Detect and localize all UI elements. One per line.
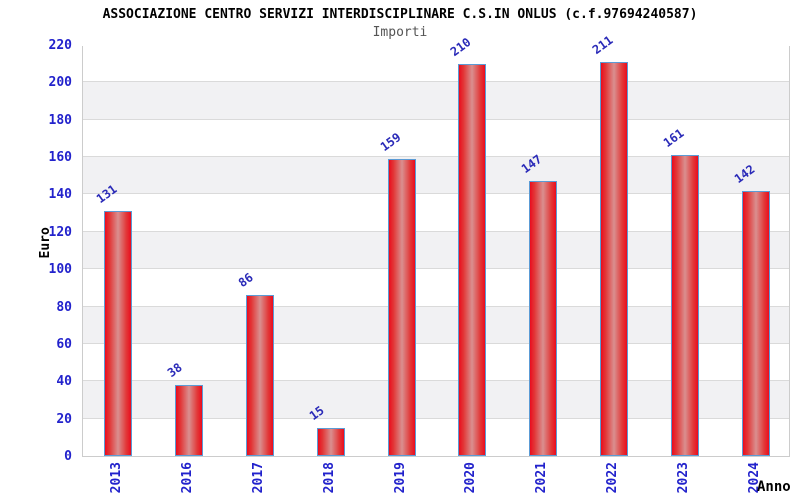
y-tick-label: 0 bbox=[64, 449, 72, 464]
chart-subtitle: Importi bbox=[372, 25, 428, 40]
gridline bbox=[83, 81, 789, 83]
bar-2017 bbox=[246, 295, 274, 456]
bar-2024 bbox=[741, 190, 770, 456]
gridline bbox=[83, 417, 789, 419]
y-tick-label: 100 bbox=[48, 262, 72, 278]
plot-area: 131 38 86 15 159 210 147 211 161 142 bbox=[82, 33, 790, 457]
y-tick-label: 200 bbox=[48, 75, 72, 91]
gridline bbox=[83, 230, 789, 232]
y-tick-label: 160 bbox=[48, 150, 72, 166]
plot-band bbox=[83, 82, 789, 120]
x-tick-label: 2023 bbox=[675, 462, 691, 494]
y-tick-label: 80 bbox=[56, 299, 72, 315]
gridline bbox=[83, 380, 789, 382]
gridline bbox=[83, 156, 789, 158]
x-tick-label: 2020 bbox=[463, 462, 479, 494]
bar-2016 bbox=[175, 385, 204, 456]
x-tick-label: 2016 bbox=[180, 462, 196, 494]
bar-2019 bbox=[387, 158, 416, 456]
y-tick-label: 40 bbox=[56, 374, 72, 390]
bar-2022 bbox=[600, 61, 628, 456]
plot-band bbox=[83, 45, 789, 83]
bar-2018 bbox=[316, 427, 345, 456]
x-tick-label: 2013 bbox=[109, 462, 125, 494]
y-axis-title: Euro bbox=[38, 227, 54, 259]
plot-band bbox=[83, 119, 789, 158]
bar-2013 bbox=[104, 211, 133, 456]
gridline bbox=[83, 268, 789, 270]
y-tick-label: 220 bbox=[48, 38, 72, 53]
y-tick-label: 180 bbox=[48, 112, 72, 128]
x-tick-label: 2017 bbox=[251, 462, 266, 494]
bar-2023 bbox=[670, 155, 699, 456]
y-tick-label: 140 bbox=[48, 187, 72, 203]
gridline bbox=[83, 305, 789, 307]
gridline bbox=[83, 118, 789, 120]
x-tick-label: 2019 bbox=[392, 462, 408, 494]
x-axis-title: Anno bbox=[757, 479, 791, 495]
bar-2021 bbox=[529, 181, 558, 456]
y-tick-label: 120 bbox=[48, 224, 72, 240]
y-tick-label: 60 bbox=[56, 336, 72, 352]
gridline bbox=[83, 342, 789, 344]
y-tick-label: 20 bbox=[56, 411, 72, 427]
chart-title: ASSOCIAZIONE CENTRO SERVIZI INTERDISCIPL… bbox=[102, 7, 698, 22]
gridline bbox=[83, 193, 789, 195]
x-tick-label: 2021 bbox=[534, 462, 550, 494]
x-tick-label: 2022 bbox=[605, 462, 620, 494]
x-tick-label: 2018 bbox=[321, 462, 337, 494]
bar-2020 bbox=[458, 63, 487, 456]
